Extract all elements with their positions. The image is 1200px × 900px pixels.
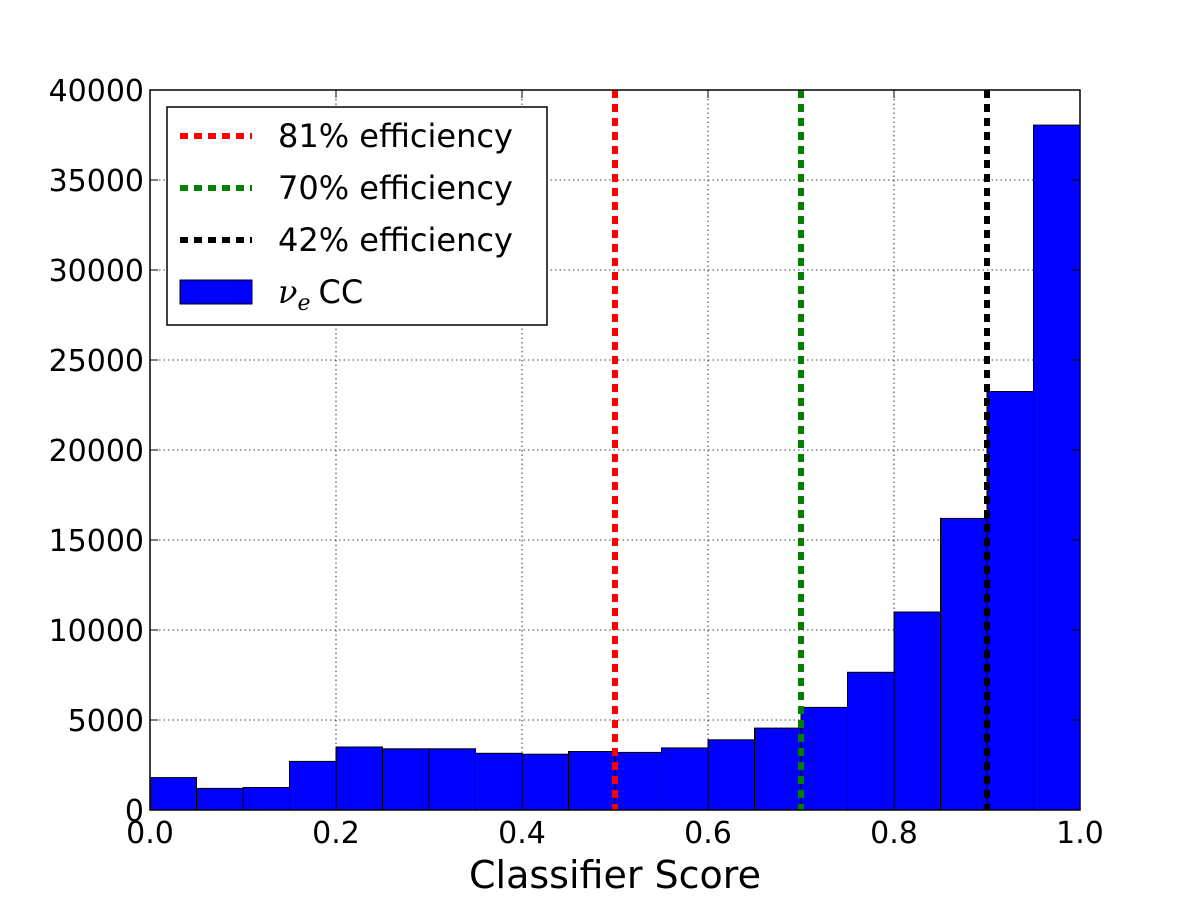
y-tick-labels: 0 5000 10000 15000 20000 25000 30000 35000 40000 — [49, 74, 144, 829]
histogram-bar — [382, 748, 430, 811]
y-tick-label: 25000 — [49, 344, 144, 379]
y-tick-label: 40000 — [49, 74, 144, 109]
histogram-bar — [428, 748, 476, 811]
y-tick-label: 30000 — [49, 254, 144, 289]
histogram-bars — [149, 124, 1081, 811]
legend-label-nu-symbol: ν — [278, 273, 297, 311]
histogram-bar — [614, 751, 662, 811]
histogram-bar — [940, 517, 988, 811]
x-tick-label: 0.4 — [498, 816, 546, 851]
y-tick-label: 15000 — [49, 524, 144, 559]
y-tick-label: 20000 — [49, 434, 144, 469]
histogram-bar — [568, 751, 616, 811]
legend-label-nu-subscript: e — [297, 291, 310, 316]
histogram-bar — [289, 760, 337, 811]
x-tick-label: 0.2 — [312, 816, 360, 851]
legend: 81% efficiency 70% efficiency 42% effici… — [166, 106, 548, 326]
legend-label-70pct: 70% efficiency — [278, 169, 513, 207]
histogram-bar — [707, 739, 755, 811]
legend-swatch-nue-cc — [179, 279, 253, 305]
histogram-bar — [800, 706, 848, 811]
histogram-bar — [1033, 124, 1081, 811]
threshold-lines — [612, 90, 990, 810]
x-tick-label: 1.0 — [1056, 816, 1104, 851]
legend-label-42pct: 42% efficiency — [278, 221, 513, 259]
histogram-bar — [986, 391, 1034, 811]
histogram-bar — [847, 671, 895, 811]
x-tick-label: 0.6 — [684, 816, 732, 851]
y-tick-label: 5000 — [68, 704, 144, 739]
x-tick-label: 0.0 — [126, 816, 174, 851]
histogram-bar — [521, 753, 569, 811]
legend-label-cc: CC — [318, 273, 363, 311]
histogram-bar — [661, 747, 709, 811]
histogram-bar — [149, 777, 197, 811]
y-tick-label: 0 — [125, 794, 144, 829]
x-tick-labels: 0.0 0.2 0.4 0.6 0.8 1.0 — [126, 816, 1104, 851]
y-tick-label: 35000 — [49, 164, 144, 199]
histogram-bar — [754, 727, 802, 811]
histogram-bar — [242, 787, 290, 811]
x-axis-title: Classifier Score — [469, 853, 761, 897]
y-tick-label: 10000 — [49, 614, 144, 649]
histogram-bar — [893, 611, 941, 811]
axis-ticks — [149, 89, 1081, 811]
histogram-bar — [335, 746, 383, 811]
legend-label-81pct: 81% efficiency — [278, 117, 513, 155]
legend-label-nue-cc: νe CC — [278, 273, 363, 316]
histogram-bar — [196, 787, 244, 811]
x-tick-label: 0.8 — [870, 816, 918, 851]
histogram-bar — [475, 752, 523, 811]
